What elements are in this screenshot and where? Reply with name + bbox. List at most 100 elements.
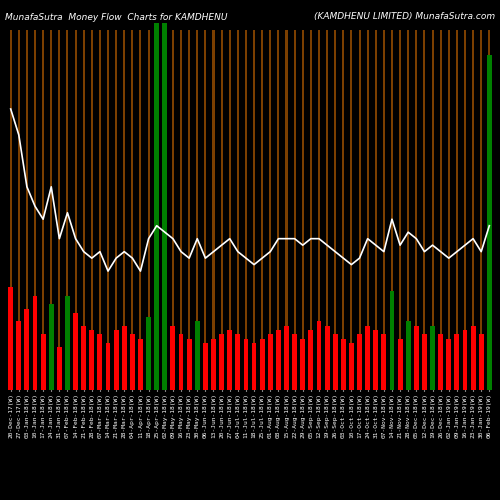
Bar	[178, 334, 184, 390]
Bar	[432, 30, 434, 390]
Bar	[195, 322, 200, 390]
Bar	[154, 21, 159, 390]
Bar	[140, 30, 141, 390]
Bar	[349, 343, 354, 390]
Bar	[324, 326, 330, 390]
Bar	[253, 30, 255, 390]
Bar	[49, 304, 54, 390]
Bar	[82, 30, 84, 390]
Bar	[162, 4, 168, 390]
Bar	[374, 30, 377, 390]
Bar	[148, 30, 150, 390]
Bar	[106, 343, 110, 390]
Bar	[398, 338, 402, 390]
Bar	[220, 30, 222, 390]
Bar	[107, 30, 109, 390]
Bar	[180, 30, 182, 390]
Bar	[358, 30, 360, 390]
Bar	[164, 30, 166, 390]
Bar	[204, 30, 206, 390]
Bar	[391, 30, 393, 390]
Bar	[74, 30, 76, 390]
Bar	[399, 30, 401, 390]
Bar	[99, 30, 101, 390]
Bar	[122, 326, 126, 390]
Bar	[357, 334, 362, 390]
Bar	[446, 338, 451, 390]
Bar	[24, 308, 29, 390]
Bar	[16, 322, 21, 390]
Bar	[65, 296, 70, 390]
Text: (KAMDHENU LIMITED) MunafaSutra.com: (KAMDHENU LIMITED) MunafaSutra.com	[314, 12, 495, 22]
Bar	[350, 30, 352, 390]
Bar	[414, 326, 418, 390]
Bar	[211, 338, 216, 390]
Bar	[332, 334, 338, 390]
Bar	[196, 30, 198, 390]
Bar	[374, 330, 378, 390]
Bar	[26, 30, 28, 390]
Bar	[382, 334, 386, 390]
Bar	[424, 30, 426, 390]
Bar	[244, 338, 248, 390]
Bar	[40, 334, 46, 390]
Bar	[284, 326, 289, 390]
Bar	[294, 30, 296, 390]
Bar	[66, 30, 68, 390]
Bar	[416, 30, 418, 390]
Bar	[245, 30, 247, 390]
Bar	[479, 334, 484, 390]
Bar	[260, 338, 264, 390]
Bar	[390, 292, 394, 390]
Bar	[114, 330, 118, 390]
Bar	[32, 296, 38, 390]
Bar	[203, 343, 208, 390]
Bar	[286, 30, 288, 390]
Bar	[57, 347, 62, 390]
Bar	[383, 30, 385, 390]
Bar	[237, 30, 239, 390]
Bar	[326, 30, 328, 390]
Bar	[470, 326, 476, 390]
Bar	[98, 334, 102, 390]
Bar	[407, 30, 409, 390]
Bar	[270, 30, 272, 390]
Bar	[82, 326, 86, 390]
Bar	[454, 334, 460, 390]
Bar	[212, 30, 214, 390]
Bar	[219, 334, 224, 390]
Bar	[438, 334, 443, 390]
Bar	[8, 287, 13, 390]
Bar	[186, 338, 192, 390]
Bar	[58, 30, 60, 390]
Bar	[456, 30, 458, 390]
Bar	[115, 30, 117, 390]
Bar	[430, 326, 435, 390]
Bar	[236, 334, 240, 390]
Bar	[73, 313, 78, 390]
Bar	[91, 30, 93, 390]
Bar	[316, 322, 322, 390]
Bar	[276, 330, 281, 390]
Bar	[42, 30, 44, 390]
Bar	[138, 338, 143, 390]
Bar	[156, 30, 158, 390]
Bar	[130, 334, 135, 390]
Bar	[292, 334, 297, 390]
Bar	[464, 30, 466, 390]
Bar	[448, 30, 450, 390]
Bar	[123, 30, 126, 390]
Bar	[228, 330, 232, 390]
Bar	[365, 326, 370, 390]
Bar	[302, 30, 304, 390]
Bar	[18, 30, 20, 390]
Bar	[472, 30, 474, 390]
Bar	[462, 330, 468, 390]
Bar	[334, 30, 336, 390]
Bar	[228, 30, 230, 390]
Bar	[310, 30, 312, 390]
Bar	[34, 30, 36, 390]
Bar	[146, 317, 151, 390]
Bar	[50, 30, 52, 390]
Bar	[308, 330, 314, 390]
